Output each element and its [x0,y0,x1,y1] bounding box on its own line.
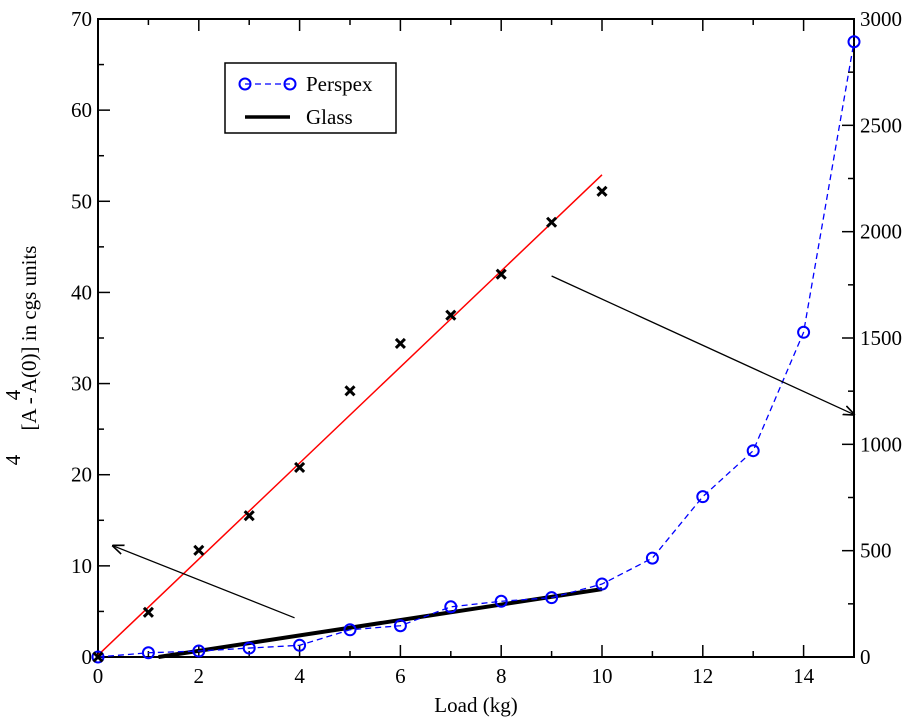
x-tick-label: 12 [692,664,713,688]
y-left-tick-label: 50 [71,189,92,213]
data-point-perspex [242,641,256,655]
legend-entry-perspex: Perspex [238,72,373,96]
y-right-tick-label: 1500 [860,326,902,350]
fit-lines [97,174,603,659]
x-tick-label: 4 [294,664,305,688]
x-tick-label: 14 [793,664,815,688]
axis-ticks: 0 2 4 6 8 10 12 14 0 10 20 30 40 50 60 70 0 500 1000 1500 20… [71,7,902,688]
data-point-glass [243,510,255,522]
legend: Perspex Glass [224,62,397,134]
legend-marker-perspex-a [238,77,252,91]
data-point-perspex [293,638,307,652]
y-left-tick-label: 30 [71,372,92,396]
legend-label-glass: Glass [306,105,353,129]
arrow-to-right-axis [551,275,854,415]
x-tick-label: 2 [194,664,205,688]
data-point-perspex [797,325,811,339]
y-axis-title-main: [A - A(0)] in cgs units [17,246,41,431]
data-point-glass [92,651,104,663]
data-point-glass [546,216,558,228]
data-point-perspex [696,490,710,504]
y-right-tick-label: 2000 [860,220,902,244]
data-point-perspex [444,600,458,614]
data-point-glass [596,185,608,197]
y-right-tick-label: 0 [860,645,871,669]
data-point-perspex [545,591,559,605]
data-point-glass [445,309,457,321]
y-right-tick-label: 2500 [860,113,902,137]
x-tick-label: 10 [592,664,613,688]
series-line-perspex [97,41,855,658]
data-point-glass [394,337,406,350]
y-left-tick-label: 70 [71,7,92,31]
data-point-perspex [746,444,760,458]
data-point-perspex [141,646,155,660]
data-point-perspex [847,35,861,49]
y-left-tick-label: 60 [71,98,92,122]
data-point-perspex [494,594,508,608]
x-tick-label: 0 [93,664,104,688]
data-point-perspex [91,650,105,664]
arrow-to-left-axis [113,546,295,619]
data-point-glass [495,268,507,280]
y-axis-title-left: [A - A(0)] in cgs units 4 4 [1,246,41,466]
y-left-tick-label: 40 [71,280,92,304]
data-point-perspex [393,619,407,633]
plot-frame [97,18,855,658]
series-perspex [91,35,861,664]
fit-line-perspex [158,587,603,659]
data-point-perspex [645,551,659,565]
y-left-tick-label: 0 [82,645,93,669]
annotation-arrows [113,275,854,619]
x-axis-title: Load (kg) [434,693,517,717]
legend-marker-perspex-b [283,77,297,91]
legend-box [224,62,397,134]
y-axis-title-superscript-2: 4 [1,389,25,400]
data-point-glass [294,461,306,473]
data-point-perspex [192,644,206,658]
data-series [91,35,861,664]
legend-label-perspex: Perspex [306,72,373,96]
x-tick-label: 6 [395,664,406,688]
y-axis-title-superscript-1: 4 [1,454,25,465]
data-point-perspex [595,577,609,591]
series-glass [92,185,608,663]
legend-entry-glass: Glass [245,105,353,129]
data-point-perspex [343,623,357,637]
data-point-glass [142,606,154,618]
y-left-tick-label: 10 [71,554,92,578]
data-point-glass [344,385,356,397]
data-point-glass [193,544,205,556]
y-right-tick-label: 500 [860,539,892,563]
y-right-tick-label: 3000 [860,7,902,31]
y-right-tick-label: 1000 [860,432,902,456]
y-left-tick-label: 20 [71,463,92,487]
fit-line-glass [97,174,603,656]
x-tick-label: 8 [496,664,507,688]
